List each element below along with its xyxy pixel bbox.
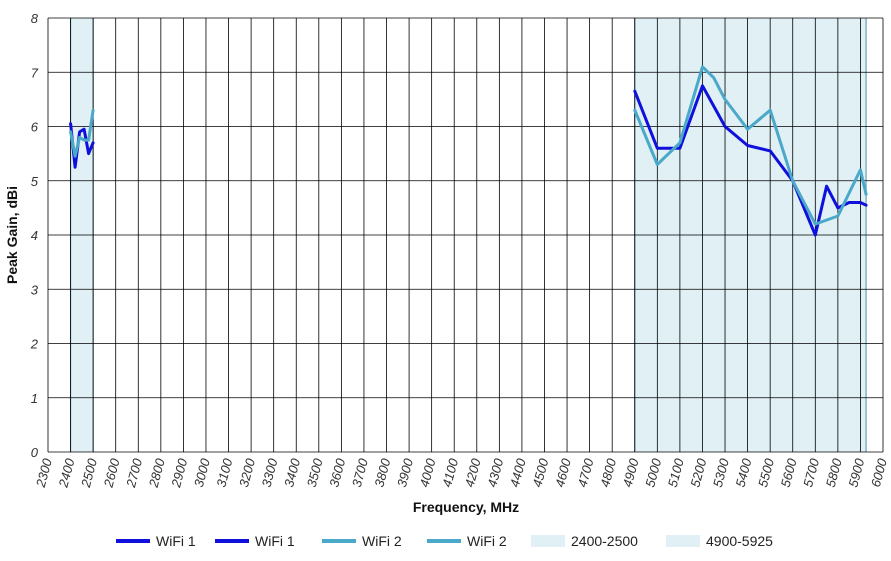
legend-swatch [322,539,356,543]
x-tick-label: 2300 [33,456,55,490]
x-tick-label: 2500 [78,456,100,490]
x-tick-label: 4300 [484,456,506,489]
x-tick-label: 5400 [733,456,755,489]
x-tick-label: 5200 [687,456,709,489]
x-tick-label: 5800 [823,456,845,489]
legend-item: WiFi 2 [427,528,507,554]
legend-item: 4900-5925 [666,528,773,554]
x-tick-label: 5500 [755,456,777,489]
legend-label: WiFi 2 [467,533,507,549]
legend-item: WiFi 2 [322,528,402,554]
y-tick-label: 8 [31,11,39,26]
x-tick-label: 3400 [281,456,303,489]
y-tick-label: 3 [31,282,39,297]
legend-label: WiFi 2 [362,533,402,549]
x-tick-label: 3300 [259,456,281,489]
y-tick-label: 5 [31,174,39,189]
x-tick-label: 2400 [55,456,77,490]
y-tick-label: 6 [31,120,39,135]
legend-label: 4900-5925 [706,533,773,549]
x-tick-label: 4200 [462,456,484,489]
series-line [633,65,868,226]
x-tick-label: 3900 [394,456,416,489]
x-tick-label: 2700 [123,456,145,490]
x-tick-label: 3500 [304,456,326,489]
x-tick-label: 4700 [575,456,597,489]
y-tick-label: 0 [31,445,39,460]
grid-layer [47,17,884,453]
x-tick-label: 3200 [236,456,258,489]
y-tick-label: 4 [31,228,38,243]
x-axis-title: Frequency, MHz [413,499,519,515]
series-line [69,122,95,169]
x-tick-label: 5300 [710,456,732,489]
y-tick-label: 2 [30,337,39,352]
x-tick-label: 5100 [665,456,687,489]
legend-swatch [427,539,461,543]
y-tick-label: 1 [31,391,38,406]
x-tick-label: 4900 [620,456,642,489]
y-tick-label: 7 [31,65,39,80]
x-tick-label: 4800 [597,456,619,489]
legend-swatch [666,535,700,547]
series-line [69,108,95,158]
x-tick-label: 4400 [507,456,529,489]
legend-swatch [116,539,150,543]
x-tick-label: 3700 [349,456,371,489]
x-tick-label: 2600 [100,456,122,490]
x-tick-label: 5000 [642,456,664,489]
x-tick-label: 2800 [146,456,168,490]
x-tick-label: 6000 [868,456,890,489]
series-layer [69,65,868,237]
x-tick-label: 3000 [191,456,213,489]
x-tick-label: 4100 [439,456,461,489]
legend-label: WiFi 1 [255,533,295,549]
x-tick-label: 5600 [778,456,800,489]
x-tick-label: 4500 [529,456,551,489]
legend-label: WiFi 1 [156,533,196,549]
x-tick-label: 3100 [213,456,235,489]
legend-item: WiFi 1 [215,528,295,554]
legend-item: WiFi 1 [116,528,196,554]
x-tick-label: 5700 [800,456,822,489]
x-tick-label: 4600 [552,456,574,489]
x-tick-label: 3600 [326,456,348,489]
x-tick-label: 3800 [371,456,393,489]
x-tick-labels: 2300 2400 2500 2600 2700 2800 2900 3000 3100 3200… [33,456,890,490]
series-line [633,84,868,237]
y-axis-title: Peak Gain, dBi [4,186,20,284]
x-tick-label: 5900 [845,456,867,489]
legend: WiFi 1 WiFi 1 WiFi 2 WiFi 2 2400-2500 49… [0,528,891,554]
legend-item: 2400-2500 [531,528,638,554]
legend-swatch [531,535,565,547]
legend-swatch [215,539,249,543]
legend-label: 2400-2500 [571,533,638,549]
y-tick-labels: 0 1 2 3 4 5 6 7 8 [30,11,39,460]
x-tick-label: 2900 [168,456,190,490]
x-tick-label: 4000 [417,456,439,489]
